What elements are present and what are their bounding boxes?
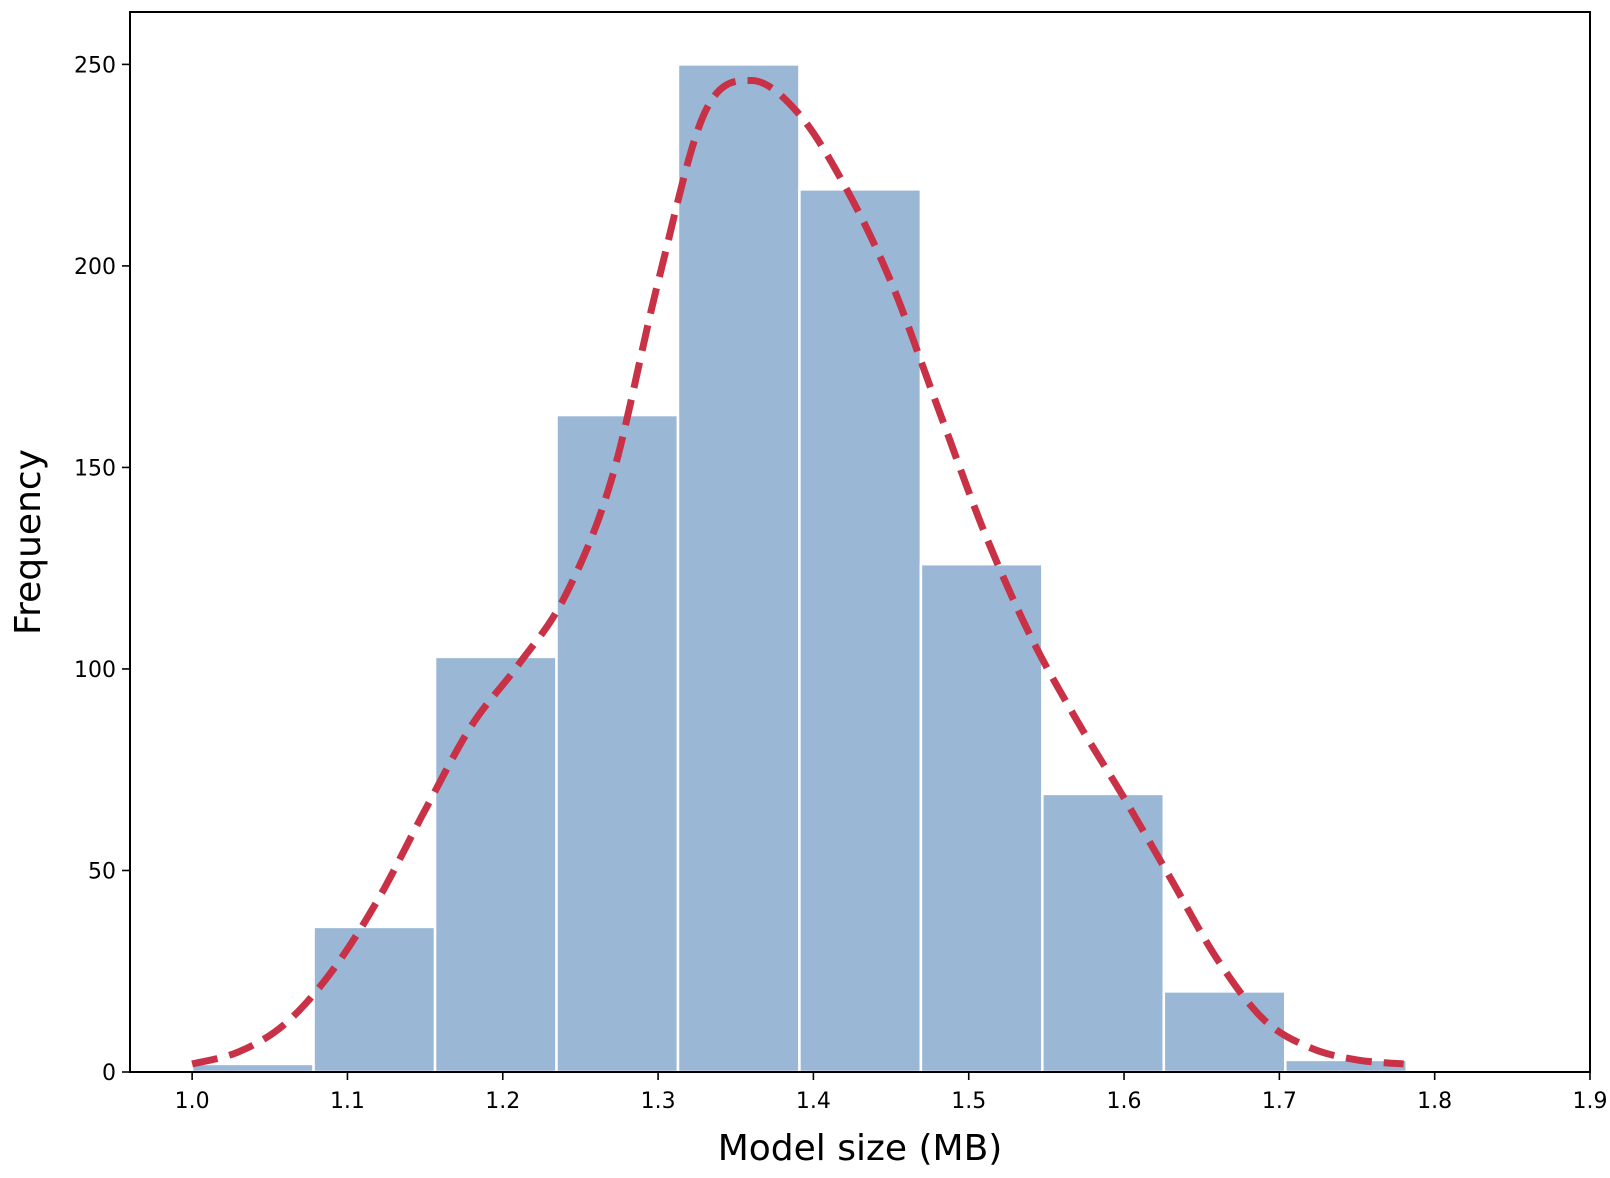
plot-area-frame xyxy=(129,11,1591,1073)
histogram-bar xyxy=(919,562,1044,1074)
x-tick-label: 1.1 xyxy=(330,1089,365,1114)
x-tick-label: 1.8 xyxy=(1417,1089,1452,1114)
density-curve xyxy=(191,77,1404,1068)
x-tick-label: 1.2 xyxy=(485,1089,520,1114)
histogram-bar xyxy=(1162,990,1287,1074)
histogram-bar xyxy=(433,655,558,1074)
y-axis-label: Frequency xyxy=(8,449,49,635)
y-tick-label: 250 xyxy=(74,53,116,78)
x-tick-label: 1.5 xyxy=(951,1089,986,1114)
histogram-bar xyxy=(1041,792,1166,1074)
x-tick-label: 1.4 xyxy=(796,1089,831,1114)
histogram-bar xyxy=(555,413,680,1074)
x-axis-label: Model size (MB) xyxy=(718,1128,1003,1169)
x-tick-label: 1.6 xyxy=(1107,1089,1142,1114)
x-tick-label: 1.0 xyxy=(175,1089,210,1114)
density-curve-layer xyxy=(191,77,1404,1068)
x-tick-label: 1.7 xyxy=(1262,1089,1297,1114)
histogram-bar xyxy=(190,1062,315,1074)
histogram-bar xyxy=(798,188,923,1074)
x-tick-label: 1.3 xyxy=(641,1089,676,1114)
histogram-bars xyxy=(190,63,1408,1074)
y-axis-ticks: 0 50 100 150 200 250 xyxy=(74,53,130,1086)
y-tick-label: 200 xyxy=(74,255,116,280)
x-tick-label: 1.9 xyxy=(1573,1089,1608,1114)
y-tick-label: 50 xyxy=(88,859,116,884)
x-axis-ticks: 1.0 1.1 1.2 1.3 1.4 1.5 1.6 1.7 1.8 1.9 xyxy=(175,1072,1608,1114)
histogram-bar xyxy=(312,925,437,1074)
y-tick-label: 100 xyxy=(74,658,116,683)
y-tick-label: 150 xyxy=(74,456,116,481)
y-tick-label: 0 xyxy=(102,1061,116,1086)
histogram-bar xyxy=(676,63,801,1074)
